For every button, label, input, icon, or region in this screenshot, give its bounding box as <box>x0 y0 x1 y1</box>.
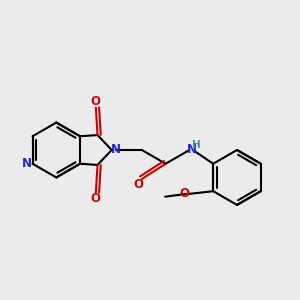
Text: O: O <box>179 187 189 200</box>
Text: O: O <box>134 178 144 191</box>
Text: O: O <box>90 192 100 205</box>
Text: N: N <box>187 143 197 156</box>
Text: N: N <box>110 143 121 156</box>
Text: H: H <box>192 140 201 150</box>
Text: O: O <box>90 95 100 108</box>
Text: N: N <box>22 157 32 169</box>
